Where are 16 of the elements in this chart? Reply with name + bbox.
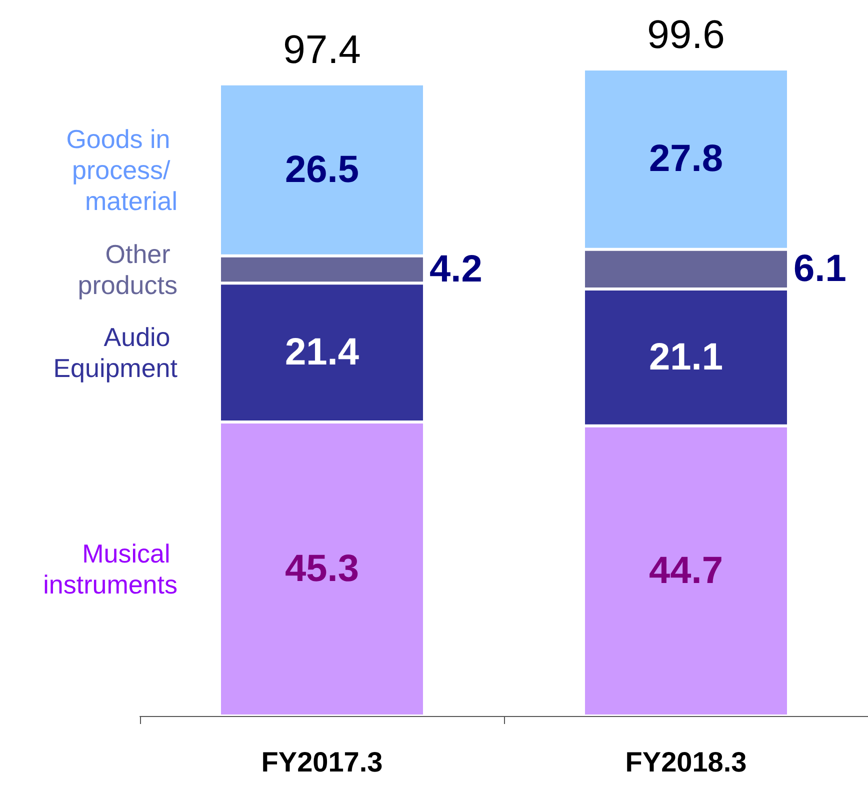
x-tick-label: FY2017.3 xyxy=(261,746,383,778)
series-label: Musical instruments xyxy=(43,538,178,600)
data-label: 21.1 xyxy=(649,336,723,378)
data-label: 45.3 xyxy=(285,548,359,590)
data-label: 44.7 xyxy=(649,550,723,592)
series-label: Audio Equipment xyxy=(53,322,178,384)
data-label: 4.2 xyxy=(430,248,482,291)
x-tick-label: FY2018.3 xyxy=(625,746,747,778)
series-label: Goods in process/ material xyxy=(66,124,178,216)
data-label: 6.1 xyxy=(794,248,846,290)
total-label: 97.4 xyxy=(283,28,361,72)
data-label: 26.5 xyxy=(285,148,359,191)
total-label: 99.6 xyxy=(647,13,725,57)
data-label: 27.8 xyxy=(649,138,723,180)
series-label: Other products xyxy=(78,239,178,300)
data-label: 21.4 xyxy=(285,332,359,374)
